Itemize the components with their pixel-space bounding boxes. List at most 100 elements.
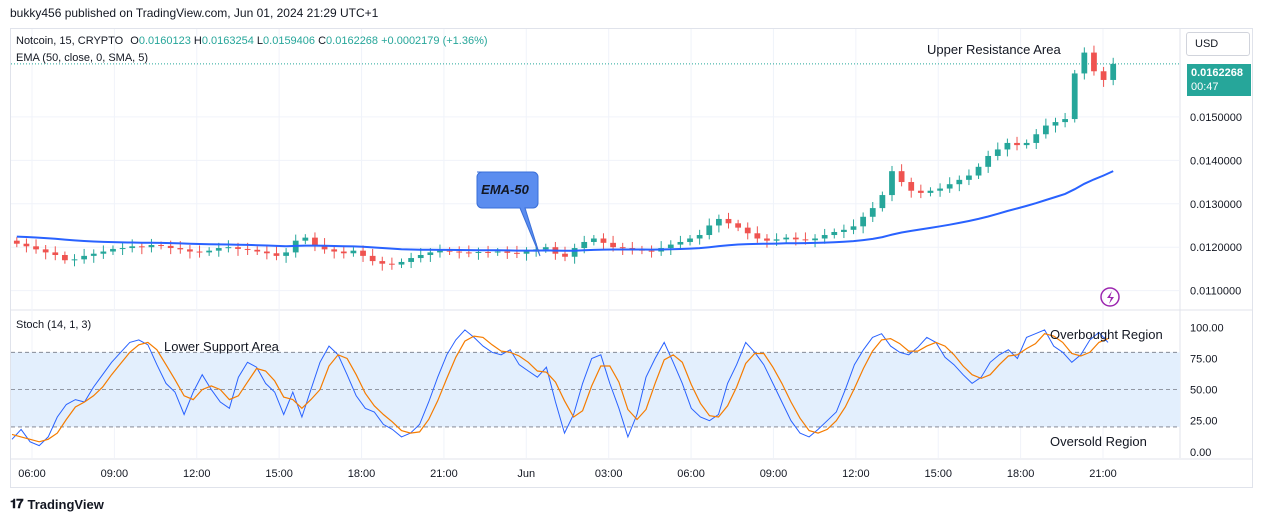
annotations: Upper Resistance Area EMA-50 Lower Support… xyxy=(164,42,1163,449)
candle-body xyxy=(927,190,934,193)
stoch-lines xyxy=(11,329,1109,447)
candle-body xyxy=(485,251,491,253)
time-tick-label: 18:00 xyxy=(348,468,376,480)
time-tick-label: 18:00 xyxy=(1007,468,1035,480)
last-price-tag: 0.0162268 00:47 xyxy=(1187,64,1251,96)
candle-body xyxy=(1052,122,1059,126)
publish-caption: bukky456 published on TradingView.com, J… xyxy=(10,6,379,20)
candle-body xyxy=(783,237,790,240)
candle-body xyxy=(456,251,463,253)
footer-brand[interactable]: 𝟏𝟕 TradingView xyxy=(10,496,104,512)
time-tick-label: 09:00 xyxy=(101,468,129,480)
time-tick-label: Jun xyxy=(517,468,535,480)
axes: 0.0150000 0.0140000 0.0130000 0.0120000 0.01… xyxy=(18,112,1242,480)
oversold-label: Oversold Region xyxy=(1050,434,1147,449)
ema-50-line xyxy=(16,170,1114,252)
candle-body xyxy=(1014,142,1020,146)
stoch-band xyxy=(11,351,1180,428)
candle-body xyxy=(389,263,395,265)
candle-body xyxy=(235,247,241,249)
candle-body xyxy=(715,218,722,226)
candle-body xyxy=(283,252,289,256)
candle-body xyxy=(331,249,338,252)
candle-body xyxy=(350,250,357,254)
candle-body xyxy=(398,261,405,265)
candle-body xyxy=(81,255,88,260)
candle-body xyxy=(610,242,616,248)
candle-body xyxy=(667,244,674,249)
time-tick-label: 03:00 xyxy=(595,468,623,480)
candle-body xyxy=(23,243,30,247)
candle-body xyxy=(581,241,588,249)
candle-body xyxy=(119,248,126,250)
high-label: H xyxy=(193,35,202,47)
price-legend: Notcoin, 15, CRYPTO O0.0160123 H0.016325… xyxy=(16,35,488,47)
price-tick-label: 0.0150000 xyxy=(1190,112,1242,124)
chart-frame xyxy=(10,28,1253,488)
candle-body xyxy=(706,225,713,236)
candle-body xyxy=(379,261,386,264)
candle-body xyxy=(802,239,809,241)
candle-body xyxy=(465,252,472,254)
candle-body xyxy=(369,255,376,262)
ema-50-callout-label: EMA-50 xyxy=(481,182,529,197)
candle-body xyxy=(340,251,347,254)
stoch-tick-label: 50.00 xyxy=(1190,385,1218,397)
candle-body xyxy=(148,245,155,248)
candle-body xyxy=(177,248,184,250)
last-price: 0.0162268 xyxy=(1191,67,1243,79)
candle-body xyxy=(196,251,203,253)
change-value: +0.0002179 (+1.36%) xyxy=(381,35,488,47)
open-value: 0.0160123 xyxy=(138,35,191,47)
candle-body xyxy=(571,248,578,257)
candle-body xyxy=(254,249,261,252)
candle-body xyxy=(1091,52,1097,72)
candle-body xyxy=(302,237,309,241)
time-tick-label: 09:00 xyxy=(760,468,788,480)
candle-body xyxy=(100,251,107,254)
brand-name: TradingView xyxy=(27,496,104,512)
candle-body xyxy=(994,149,1001,156)
symbol-label: Notcoin, 15, CRYPTO xyxy=(16,35,124,47)
lightning-icon-bolt xyxy=(1107,291,1114,304)
candle-body xyxy=(879,195,886,209)
low-label: L xyxy=(256,35,264,47)
candle-body xyxy=(773,239,780,241)
candle-body xyxy=(841,229,847,232)
candle-body xyxy=(937,188,943,191)
lightning-icon xyxy=(1100,287,1120,307)
high-value: 0.0163254 xyxy=(201,35,254,47)
time-tick-label: 15:00 xyxy=(265,468,293,480)
candle-body xyxy=(225,247,232,249)
lower-support-label: Lower Support Area xyxy=(164,339,280,354)
stoch-tick-label: 25.00 xyxy=(1190,416,1218,428)
candle-body xyxy=(1042,125,1049,135)
price-tick-label: 0.0130000 xyxy=(1190,199,1242,211)
price-tick-label: 0.0120000 xyxy=(1190,242,1242,254)
candle-body xyxy=(494,251,501,253)
candle-body xyxy=(321,245,328,250)
time-tick-label: 06:00 xyxy=(677,468,705,480)
close-value: 0.0162268 xyxy=(326,35,379,47)
candle-body xyxy=(1004,142,1011,150)
candle-body xyxy=(446,250,453,252)
candle-body xyxy=(110,248,116,252)
time-tick-label: 12:00 xyxy=(842,468,870,480)
candle-body xyxy=(966,175,972,180)
candle-body xyxy=(687,238,693,242)
candle-body xyxy=(985,155,992,167)
candle-body xyxy=(696,235,703,239)
time-tick-label: 21:00 xyxy=(430,468,458,480)
candle-body xyxy=(187,249,193,252)
time-tick-label: 15:00 xyxy=(924,468,952,480)
candle-body xyxy=(1081,52,1088,74)
candle-body xyxy=(514,252,520,254)
candle-body xyxy=(215,248,222,251)
candle-body xyxy=(90,253,97,256)
low-value: 0.0159406 xyxy=(263,35,316,47)
candle-body xyxy=(437,250,443,253)
currency-selector[interactable]: USD xyxy=(1186,32,1250,56)
candle-body xyxy=(619,247,626,249)
stoch-tick-label: 0.00 xyxy=(1190,447,1211,459)
